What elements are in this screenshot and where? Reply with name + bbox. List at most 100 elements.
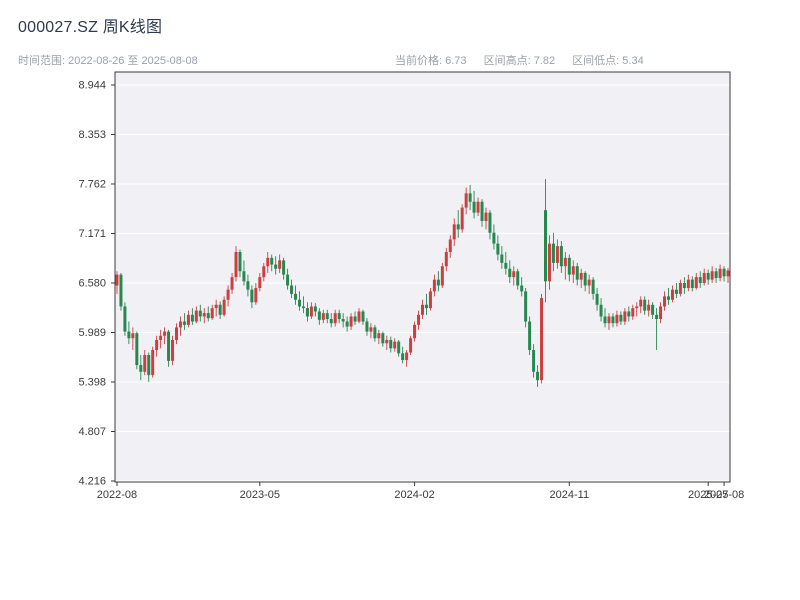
y-tick-label: 5.989 [78,327,106,339]
candle-body [298,299,301,307]
candle-body [151,349,155,376]
range-high-label: 区间高点: 7.82 [483,55,556,67]
candle-body [401,353,405,361]
candle-body [301,306,305,309]
candle-body [559,246,563,267]
candle-body [337,313,341,320]
candle-body [290,285,294,294]
candle-body [357,311,361,322]
candle-body [238,251,242,272]
x-tick-label: 2023-05 [240,489,280,501]
candle-body [678,282,682,294]
candle-body [393,341,397,349]
candle-body [266,257,270,267]
candle-body [444,251,448,267]
x-tick-label: 2025-07 [688,489,728,501]
candle-body [710,271,714,280]
candle-body [682,282,686,289]
candle-body [317,311,321,320]
candle-body [698,277,702,283]
candle-body [579,272,583,280]
candle-body [595,293,599,305]
candle-body [540,298,544,381]
candle-body [563,257,567,267]
candle-body [329,319,333,324]
candle-body [631,308,635,317]
candle-body [198,310,202,317]
candle-body [159,335,163,340]
y-tick-label: 4.216 [78,475,106,487]
candle-body [448,239,452,252]
y-tick-label: 4.807 [78,426,106,438]
candle-body [436,279,440,286]
candle-body [432,279,436,292]
candle-body [294,293,298,300]
candle-body [385,339,389,344]
candle-body [178,321,182,328]
candle-body [520,285,524,292]
candle-body [504,262,508,269]
candle-body [155,339,159,350]
candle-body [167,331,171,361]
candle-body [464,193,468,208]
candle-body [718,268,722,278]
candle-body [226,289,230,300]
candle-body [143,355,147,372]
candle-body [643,299,647,311]
candle-body [516,271,520,286]
candle-body [528,321,532,350]
candle-body [603,316,607,324]
candle-body [663,296,667,307]
candle-body [480,201,484,222]
candle-body [627,311,631,317]
candle-body [389,339,393,349]
candle-body [702,272,706,283]
candle-body [119,274,123,307]
candle-body [460,207,464,230]
candle-body [325,313,329,320]
candle-body [512,271,516,278]
candle-body [686,279,690,289]
y-tick-label: 6.580 [78,277,106,289]
candle-body [524,291,528,322]
candle-body [476,201,480,213]
axes-frame [114,71,731,483]
candle-body [417,314,421,325]
candle-body [694,277,698,289]
candle-body [234,251,238,278]
date-range-label: 时间范围: 2022-08-26 至 2025-08-08 [18,55,198,67]
candle-body [468,193,472,202]
candle-body [127,331,131,339]
candle-body [690,279,694,289]
candle-body [571,266,575,275]
candle-body [599,304,603,317]
candle-body [421,304,424,315]
price-summary: 当前价格: 6.73 区间高点: 7.82 区间低点: 5.34 [395,52,658,68]
candle-body [246,281,250,290]
plot-background [115,72,730,482]
y-tick-label: 7.171 [78,228,106,240]
candle-body [250,289,254,303]
candle-body [206,313,210,319]
candle-body [722,268,726,277]
candle-body [341,319,345,322]
candle-body [262,266,266,278]
x-tick-label: 2024-11 [550,489,590,501]
candle-body [369,327,373,332]
candle-body [405,352,409,361]
candle-body [500,254,504,263]
candle-body [321,313,325,320]
candle-body [175,327,178,340]
candle-body [647,304,651,311]
x-tick-label: 2025-08 [704,489,744,501]
candle-body [305,308,309,317]
range-low-label: 区间低点: 5.34 [572,55,644,67]
candle-body [413,324,417,339]
candle-body [452,224,456,240]
candle-body [440,266,444,286]
candle-body [611,316,615,324]
candle-body [492,232,496,244]
candle-body [397,341,401,354]
candle-body [575,266,579,280]
candle-body [147,355,151,376]
